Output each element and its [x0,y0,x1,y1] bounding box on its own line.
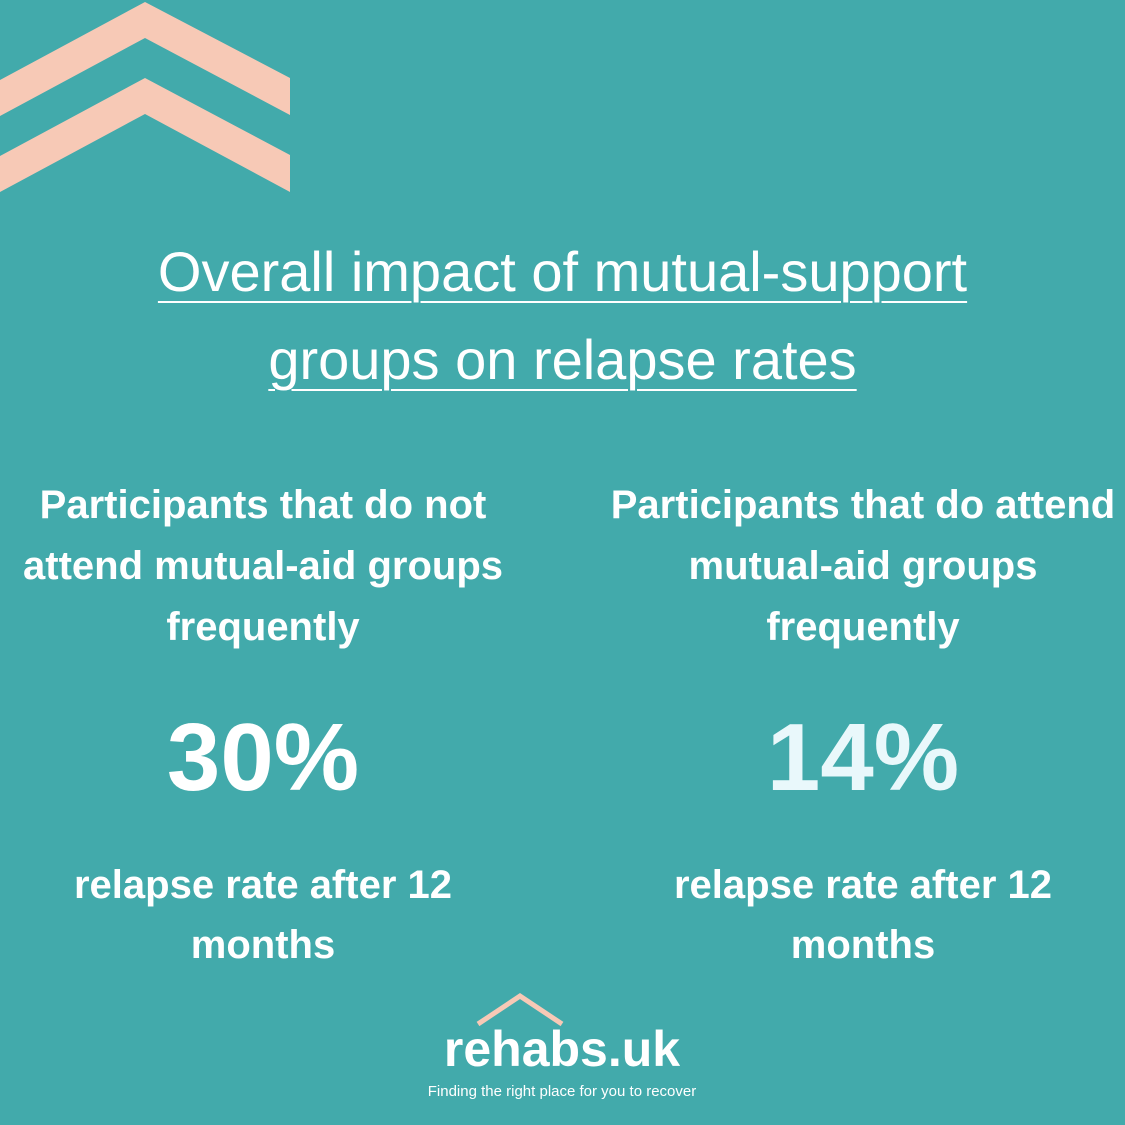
stat: 14% [766,704,960,811]
stat: 30% [166,704,360,811]
title: Overall impact of mutual-support groups … [157,240,968,391]
tagline: Finding the right place for you to recov… [427,1083,697,1100]
logo-roof [476,992,564,1027]
chevrons [0,2,290,192]
chevron [0,2,290,116]
logo: rehabs.uk [443,1021,681,1077]
column: Participants that do not attend mutual-a… [0,475,533,975]
chevron [0,78,290,192]
caption: relapse rate after 12 months [73,863,452,967]
column: Participants that do attend mutual-aid g… [593,475,1125,975]
caption: relapse rate after 12 months [673,863,1052,967]
column-heading: Participants that do not attend mutual-a… [23,483,503,649]
column-heading: Participants that do attend mutual-aid g… [610,483,1116,649]
